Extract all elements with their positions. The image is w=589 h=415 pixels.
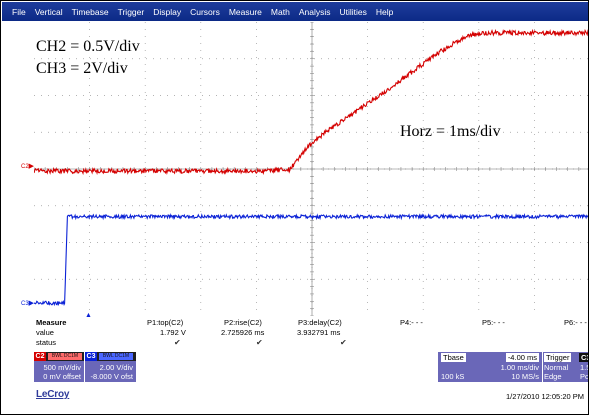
param-name[interactable]: P6:- - - (564, 318, 587, 327)
timebase-per-div: 1.00 ms/div (501, 363, 539, 372)
measure-table[interactable]: Measure P1:top(C2) P2:rise(C2) P3:delay(… (34, 318, 589, 350)
timebase-samples: 100 kS (441, 372, 464, 381)
trigger-channel: C3 (579, 353, 589, 362)
param-value: 1.792 V (160, 328, 186, 337)
timebase-delay: -4.00 ms (506, 353, 539, 362)
timebase-panel[interactable]: Tbase -4.00 ms 1.00 ms/div 100 kS 10 MS/… (438, 352, 542, 382)
channel-header: C2 BWL DC1M (34, 352, 84, 361)
value-row-label: value (36, 328, 54, 337)
trigger-label: Trigger (544, 353, 571, 362)
channel-c3-panel[interactable]: C3 BWL DC1M 2.00 V/div -8.000 V ofst (85, 352, 136, 382)
waveform-display[interactable]: CH2 = 0.5V/div CH3 = 2V/div Horz = 1ms/d… (34, 22, 589, 316)
menu-measure[interactable]: Measure (229, 7, 262, 17)
channel-offset: -8.000 V ofst (90, 372, 133, 381)
c3-level-marker[interactable]: C3▶ (21, 299, 34, 307)
trigger-slope: Positive (580, 372, 589, 381)
status-check-icon: ✔ (174, 338, 181, 347)
timebase-rate: 10 MS/s (511, 372, 539, 381)
param-value: 2.725926 ms (221, 328, 264, 337)
c3-marker-label: C3 (21, 301, 29, 307)
timestamp: 1/27/2010 12:05:20 PM (506, 392, 584, 401)
c2-marker-label: C2 (21, 164, 29, 170)
channel-coupling: BWL DC1M (99, 353, 133, 360)
menu-bar: File Vertical Timebase Trigger Display C… (2, 2, 589, 21)
param-value: 3.932791 ms (297, 328, 340, 337)
menu-analysis[interactable]: Analysis (299, 7, 331, 17)
ch2-scale-annotation: CH2 = 0.5V/div (36, 38, 140, 56)
horz-scale-annotation: Horz = 1ms/div (400, 123, 501, 141)
menu-math[interactable]: Math (271, 7, 290, 17)
menu-vertical[interactable]: Vertical (35, 7, 63, 17)
ch3-waveform (34, 215, 589, 305)
c2-level-marker[interactable]: C2▶ (21, 162, 34, 170)
channel-scale: 500 mV/div (43, 363, 81, 372)
status-check-icon: ✔ (256, 338, 263, 347)
status-row-label: status (36, 338, 56, 347)
param-name[interactable]: P1:top(C2) (147, 318, 183, 327)
menu-file[interactable]: File (12, 7, 26, 17)
ch3-scale-annotation: CH3 = 2V/div (36, 60, 128, 78)
menu-display[interactable]: Display (153, 7, 181, 17)
lecroy-logo: LeCroy (36, 389, 69, 400)
channel-tag: C2 (34, 352, 46, 361)
channel-coupling: BWL DC1M (48, 353, 82, 360)
channel-c2-panel[interactable]: C2 BWL DC1M 500 mV/div 0 mV offset (34, 352, 84, 382)
trigger-panel[interactable]: Trigger C3 Normal 1.50 V Edge Positive (543, 352, 589, 382)
menu-timebase[interactable]: Timebase (72, 7, 109, 17)
timebase-label: Tbase (441, 353, 466, 362)
param-name[interactable]: P3:delay(C2) (298, 318, 342, 327)
menu-utilities[interactable]: Utilities (339, 7, 366, 17)
trigger-level: 1.50 V (580, 363, 589, 372)
menu-cursors[interactable]: Cursors (190, 7, 220, 17)
channel-scale: 2.00 V/div (100, 363, 133, 372)
menu-trigger[interactable]: Trigger (118, 7, 145, 17)
channel-offset: 0 mV offset (43, 372, 81, 381)
param-name[interactable]: P2:rise(C2) (224, 318, 262, 327)
param-name[interactable]: P5:- - - (482, 318, 505, 327)
status-check-icon: ✔ (340, 338, 347, 347)
trigger-mode: Normal (544, 363, 568, 372)
measure-title: Measure (36, 318, 66, 327)
channel-tag: C3 (85, 352, 97, 361)
trigger-type: Edge (544, 372, 562, 381)
param-name[interactable]: P4:- - - (400, 318, 423, 327)
menu-help[interactable]: Help (376, 7, 393, 17)
channel-header: C3 BWL DC1M (85, 352, 136, 361)
